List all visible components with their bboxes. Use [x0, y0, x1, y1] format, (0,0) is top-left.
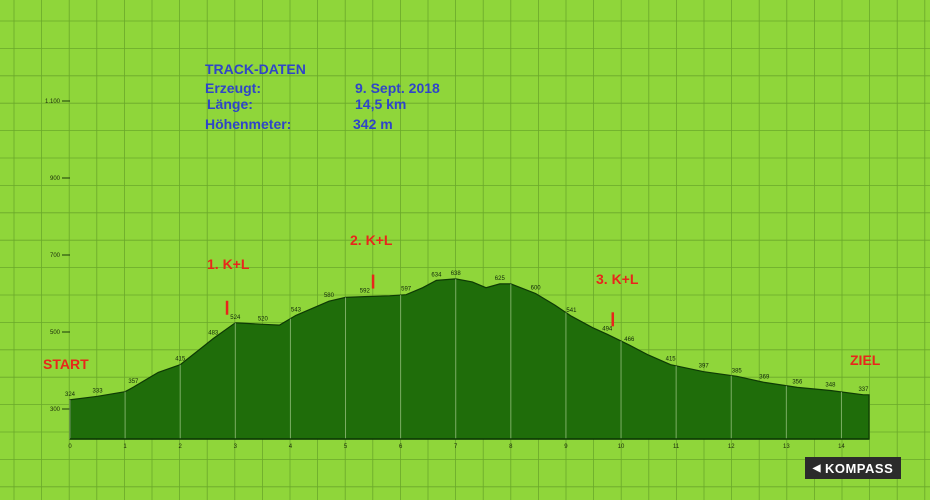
km-drop-lines	[69, 278, 842, 439]
x-tick-label: 13	[783, 444, 790, 450]
elevation-point-label: 357	[128, 379, 139, 385]
kompass-logo: ◀ KOMPASS	[805, 457, 901, 479]
logo-text: KOMPASS	[824, 460, 894, 476]
track-elevation-value: 342 m	[353, 116, 393, 132]
x-tick-label: 7	[454, 444, 458, 450]
elevation-point-label: 625	[495, 276, 506, 282]
elevation-point-label: 543	[291, 307, 302, 313]
elevation-point-label: 356	[792, 379, 803, 385]
finish-label: ZIEL	[850, 352, 881, 368]
track-created-label: Erzeugt:	[205, 80, 261, 96]
x-axis-ticks: 0 1 2 3 4 5 6 7 8 9 10 11 12 13 14	[68, 438, 869, 450]
elevation-point-label: 592	[360, 289, 371, 295]
y-axis-ticks: 300 500 700 900 1.100	[45, 99, 70, 413]
checkpoint-3-label: 3. K+L	[596, 271, 639, 287]
track-elevation-label: Höhenmeter:	[205, 116, 292, 132]
x-tick-label: 3	[234, 444, 238, 450]
x-tick-label: 9	[564, 444, 568, 450]
elevation-area	[69, 278, 870, 440]
elevation-point-label: 494	[602, 326, 613, 332]
y-tick-label: 500	[50, 330, 61, 336]
elevation-point-label: 415	[666, 357, 677, 363]
elevation-point-label: 520	[258, 316, 269, 322]
checkpoint-markers	[225, 274, 615, 327]
elevation-area-group	[69, 278, 870, 440]
elevation-point-label: 483	[208, 331, 219, 337]
elevation-point-labels: 324 333 357 415 483 524 520 543 580 592 597 634 638 6…	[65, 271, 869, 398]
elevation-point-label: 580	[324, 293, 335, 299]
elevation-point-label: 385	[732, 368, 743, 374]
x-tick-label: 1	[123, 444, 127, 450]
x-tick-label: 12	[728, 444, 735, 450]
x-tick-label: 2	[179, 444, 183, 450]
x-tick-label: 11	[673, 444, 680, 450]
x-tick-label: 4	[289, 444, 293, 450]
checkpoint-1-label: 1. K+L	[207, 256, 250, 272]
elevation-point-label: 597	[401, 287, 412, 293]
elevation-point-label: 634	[431, 272, 442, 278]
elevation-point-label: 333	[93, 388, 104, 394]
elevation-point-label: 415	[175, 357, 186, 363]
x-tick-label: 14	[838, 444, 845, 450]
track-created-value: 9. Sept. 2018	[355, 80, 440, 96]
track-data-title: TRACK-DATEN	[205, 61, 306, 77]
y-tick-label: 900	[50, 176, 61, 182]
x-tick-label: 8	[509, 444, 513, 450]
start-label: START	[43, 356, 89, 372]
elevation-point-label: 600	[531, 286, 542, 292]
x-tick-label: 0	[68, 444, 72, 450]
x-tick-label: 10	[618, 444, 625, 450]
elevation-point-label: 369	[759, 374, 770, 380]
elevation-point-label: 397	[699, 364, 710, 370]
elevation-point-label: 337	[858, 387, 869, 393]
elevation-point-label: 348	[825, 383, 836, 389]
elevation-point-label: 638	[451, 271, 462, 277]
elevation-point-label: 541	[566, 308, 577, 314]
elevation-point-label: 466	[624, 337, 635, 343]
y-tick-label: 700	[50, 253, 61, 259]
y-tick-label: 1.100	[45, 99, 61, 105]
x-tick-label: 5	[344, 444, 348, 450]
track-length-label: Länge:	[207, 96, 253, 112]
elevation-point-label: 524	[230, 315, 241, 321]
track-length-value: 14,5 km	[355, 96, 407, 112]
elevation-point-label: 324	[65, 392, 76, 398]
y-tick-label: 300	[50, 407, 61, 413]
x-tick-label: 6	[399, 444, 403, 450]
checkpoint-2-label: 2. K+L	[350, 232, 393, 248]
logo-arrow-icon: ◀	[812, 462, 821, 474]
